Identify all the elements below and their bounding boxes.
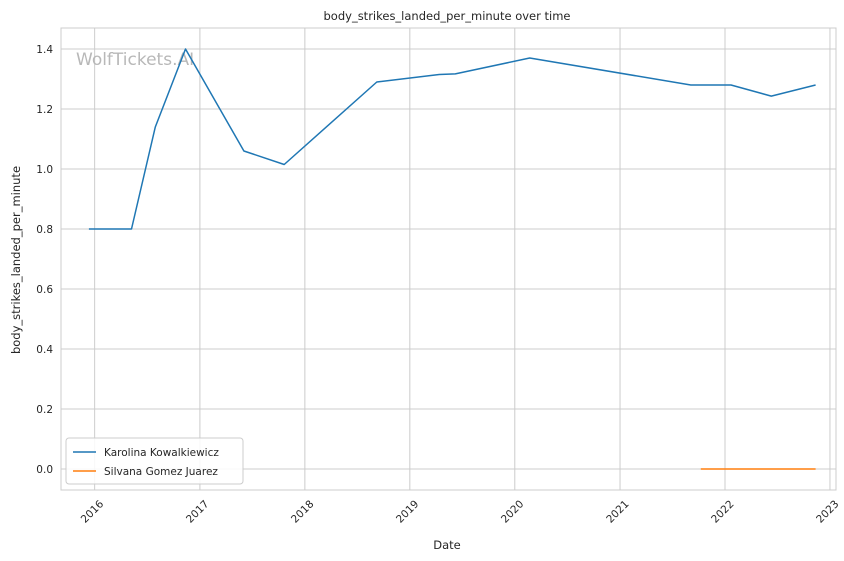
y-tick-label: 0.8 — [36, 224, 53, 236]
series-line-1 — [88, 48, 816, 230]
x-tick-label: 2018 — [289, 498, 316, 525]
legend-label-2: Silvana Gomez Juarez — [104, 466, 218, 478]
plot-area — [60, 27, 837, 491]
series — [88, 48, 816, 470]
x-tick-label: 2020 — [499, 498, 526, 525]
y-tick-label: 0.6 — [36, 284, 53, 296]
x-tick-label: 2016 — [79, 498, 107, 526]
y-tick-label: 0.2 — [36, 404, 53, 416]
x-tick-label: 2017 — [184, 498, 211, 525]
grid — [61, 28, 836, 490]
x-axis-label: Date — [433, 538, 461, 552]
x-tick-label: 2019 — [394, 498, 421, 525]
x-tick-label: 2021 — [604, 498, 631, 525]
legend: Karolina Kowalkiewicz Silvana Gomez Juar… — [65, 437, 244, 485]
x-tick-label: 2023 — [814, 498, 841, 525]
watermark: WolfTickets.AI — [76, 50, 194, 70]
y-axis-label: body_strikes_landed_per_minute — [9, 166, 23, 354]
y-axis-ticks: 0.0 0.2 0.4 0.6 0.8 1.0 1.2 1.4 — [36, 44, 53, 476]
y-tick-label: 0.0 — [36, 464, 53, 476]
y-tick-label: 0.4 — [36, 344, 53, 356]
y-tick-label: 1.4 — [36, 44, 53, 56]
legend-label-1: Karolina Kowalkiewicz — [104, 447, 219, 459]
x-axis-ticks: 2016 2017 2018 2019 2020 2021 2022 2023 — [79, 498, 842, 526]
chart-title: body_strikes_landed_per_minute over time — [324, 9, 571, 23]
x-tick-label: 2022 — [709, 498, 736, 525]
y-tick-label: 1.0 — [36, 164, 53, 176]
legend-box — [65, 437, 244, 485]
y-tick-label: 1.2 — [36, 104, 53, 116]
